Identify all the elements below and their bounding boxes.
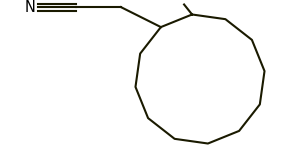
Text: HO: HO [159, 0, 181, 4]
Text: N: N [25, 0, 36, 15]
